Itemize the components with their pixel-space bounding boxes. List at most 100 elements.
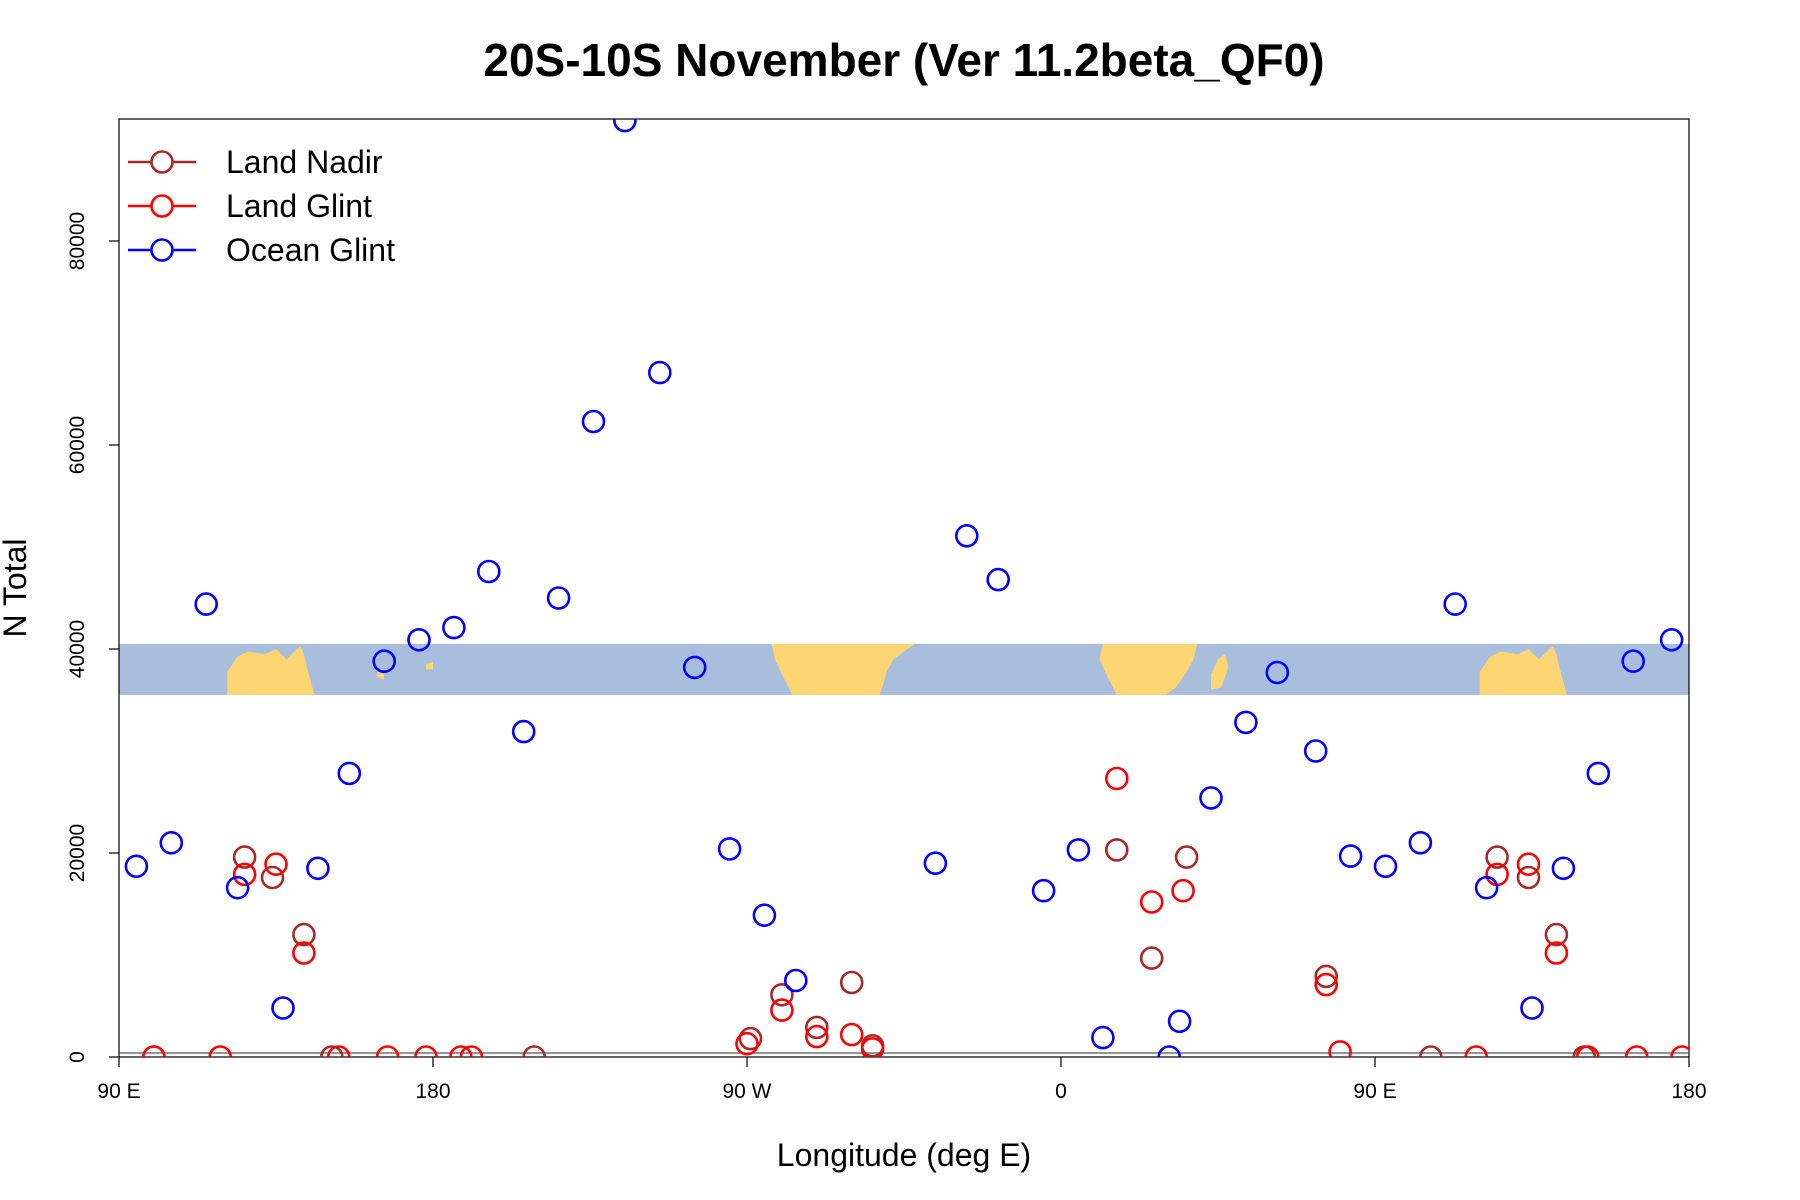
- data-point: [735, 1031, 759, 1056]
- map-band: [119, 643, 1689, 695]
- data-point: [1328, 1040, 1352, 1057]
- data-point: [1516, 865, 1541, 890]
- data-point: [337, 761, 362, 786]
- chart-title: 20S-10S November (Ver 11.2beta_QF0): [483, 34, 1324, 86]
- data-point: [1199, 786, 1223, 810]
- y-tick-label: 60000: [66, 416, 89, 474]
- data-point: [442, 615, 466, 640]
- data-point: [1621, 649, 1645, 674]
- data-point: [407, 627, 431, 652]
- x-axis-label: Longitude (deg E): [777, 1137, 1031, 1173]
- data-point: [1520, 996, 1544, 1020]
- data-point: [1419, 1045, 1443, 1057]
- x-tick-label: 90 E: [1353, 1080, 1396, 1103]
- south-america-land: [771, 643, 915, 695]
- data-point: [1139, 890, 1164, 914]
- data-point: [372, 649, 397, 674]
- legend-label: Land Nadir: [226, 144, 383, 180]
- fiji-land: [426, 661, 433, 670]
- x-axis: 90 E 180 90 W 0 90 E 180: [97, 1057, 1707, 1103]
- data-point: [1474, 875, 1499, 900]
- data-point: [292, 922, 316, 947]
- legend-label: Ocean Glint: [226, 232, 395, 268]
- data-point: [647, 360, 672, 385]
- data-point: [292, 941, 316, 965]
- data-point: [159, 830, 184, 855]
- data-point: [306, 856, 330, 881]
- data-point: [522, 1045, 546, 1057]
- data-point: [459, 1045, 484, 1057]
- africa-land: [1099, 643, 1198, 695]
- legend-label: Land Glint: [226, 188, 372, 224]
- x-tick-label: 0: [1055, 1080, 1067, 1103]
- data-point: [1551, 856, 1576, 881]
- data-point: [752, 903, 777, 928]
- data-point: [1443, 592, 1467, 616]
- data-point: [208, 1045, 232, 1057]
- legend-marker: [150, 150, 174, 174]
- data-point: [613, 119, 637, 133]
- data-point: [860, 1037, 885, 1057]
- data-point: [1174, 845, 1199, 869]
- x-tick-label: 90 E: [97, 1080, 140, 1103]
- data-point: [1586, 761, 1611, 786]
- data-point: [839, 1022, 864, 1047]
- australia-land: [227, 646, 315, 695]
- data-point: [225, 875, 250, 900]
- data-point: [1091, 1025, 1115, 1050]
- data-point: [320, 1045, 344, 1057]
- data-point: [1670, 1045, 1689, 1057]
- data-point: [1031, 878, 1056, 903]
- y-tick-label: 40000: [66, 620, 89, 678]
- data-point: [449, 1045, 473, 1057]
- data-point: [923, 851, 948, 876]
- data-point: [271, 996, 295, 1020]
- y-axis: 0 20000 40000 60000 80000: [66, 212, 119, 1063]
- data-point: [124, 854, 149, 879]
- data-point: [1265, 660, 1290, 685]
- data-point: [1105, 838, 1129, 862]
- data-point: [1624, 1045, 1649, 1057]
- data-point: [1303, 739, 1328, 763]
- data-point: [1485, 845, 1509, 869]
- data-point: [414, 1045, 438, 1057]
- y-tick-label: 80000: [66, 212, 89, 270]
- data-point: [232, 862, 257, 887]
- data-point: [1314, 964, 1338, 989]
- data-point: [264, 852, 288, 877]
- data-point: [783, 968, 808, 993]
- plot-frame: [118, 118, 1690, 1058]
- data-point: [839, 970, 864, 995]
- series-ocean-glint: [124, 119, 1684, 1057]
- data-point: [260, 865, 285, 890]
- data-point: [546, 586, 571, 610]
- data-point: [1105, 766, 1129, 791]
- data-point: [717, 837, 742, 861]
- data-point: [581, 409, 606, 434]
- data-point: [1139, 946, 1164, 970]
- data-point: [770, 982, 794, 1007]
- data-point: [476, 559, 501, 584]
- data-point: [1157, 1045, 1181, 1057]
- data-point: [375, 1045, 400, 1057]
- data-point: [1464, 1045, 1488, 1057]
- data-point: [511, 719, 536, 744]
- data-point: [232, 845, 257, 869]
- data-point: [1516, 852, 1541, 877]
- map-ocean: [119, 643, 1689, 695]
- y-axis-label: N Total: [0, 538, 33, 637]
- data-point: [1408, 830, 1433, 855]
- data-point: [1576, 1045, 1600, 1057]
- data-point: [804, 1015, 829, 1040]
- x-tick-label: 180: [415, 1080, 450, 1103]
- data-point: [327, 1045, 351, 1057]
- data-point: [1167, 1009, 1192, 1034]
- australia-land-east: [1479, 646, 1567, 695]
- data-point: [1171, 878, 1195, 903]
- data-point: [682, 655, 707, 680]
- legend: Land Nadir Land Glint Ocean Glint: [128, 144, 395, 268]
- new-caledonia-land: [377, 671, 385, 680]
- data-point: [804, 1024, 829, 1049]
- data-point: [954, 523, 979, 548]
